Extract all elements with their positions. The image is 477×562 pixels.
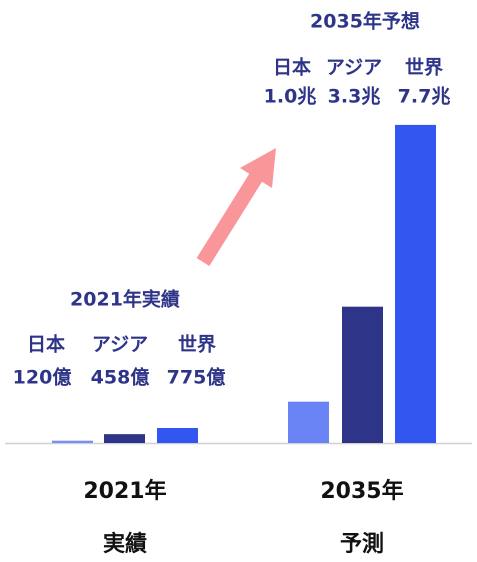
value-label: 1.0兆 (264, 86, 317, 108)
category-label: 日本 (273, 56, 311, 79)
category-label: アジア (92, 334, 148, 356)
group-label: 予測 (340, 532, 384, 557)
bar (395, 124, 436, 443)
trend-arrow (196, 148, 276, 266)
value-label: 7.7兆 (398, 86, 451, 108)
bar (288, 401, 329, 443)
category-label: 世界 (405, 57, 443, 79)
bar (52, 440, 93, 443)
group-label: 2035年 (320, 478, 403, 504)
arrow-head (240, 148, 276, 188)
bar (104, 434, 145, 443)
category-label: アジア (326, 57, 382, 79)
bar (342, 306, 383, 443)
value-label: 120億 (13, 366, 72, 389)
arrow-shaft (196, 170, 265, 266)
bar (157, 428, 198, 443)
group-title: 2035年予想 (310, 10, 420, 33)
group-label: 2021年 (83, 478, 166, 504)
value-label: 775億 (167, 366, 226, 389)
value-label: 3.3兆 (328, 86, 381, 108)
category-label: 世界 (178, 334, 216, 356)
group-title: 2021年実績 (70, 288, 180, 311)
group-label: 実績 (103, 531, 147, 557)
category-label: 日本 (27, 333, 65, 356)
value-label: 458億 (91, 366, 150, 389)
